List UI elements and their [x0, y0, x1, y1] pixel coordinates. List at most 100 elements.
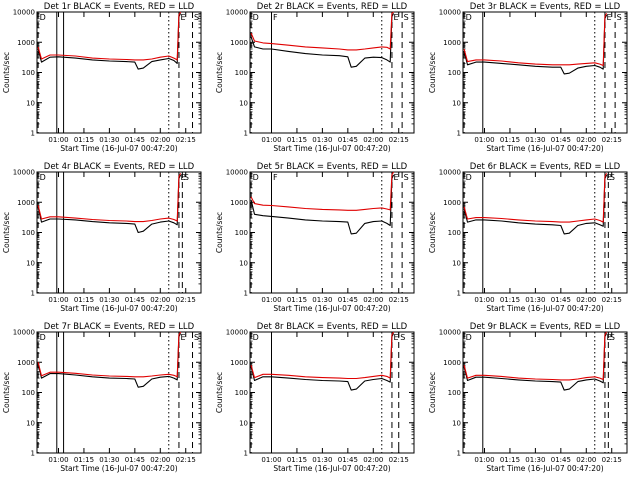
x-axis-label: Start Time (16-Jul-07 00:47:20)	[273, 144, 390, 153]
y-axis-label: Counts/sec	[428, 52, 437, 93]
chart-title: Det 1r BLACK = Events, RED = LLD	[44, 2, 195, 12]
chart-panel-6: Det 6r BLACK = Events, RED = LLD 1 10 100 10…	[428, 162, 628, 313]
x-axis-label: Start Time (16-Jul-07 00:47:20)	[60, 304, 177, 313]
y-tick-label: 1000	[443, 199, 461, 207]
x-tick-label: 01:00	[261, 296, 281, 304]
marker-label: D	[40, 333, 46, 342]
marker-label: E	[606, 13, 611, 22]
chart-panel-7: Det 7r BLACK = Events, RED = LLD 1 10 100 10…	[2, 322, 202, 473]
y-tick-label: 1	[31, 450, 35, 458]
x-tick-label: 01:30	[99, 296, 119, 304]
marker-label: S	[194, 333, 199, 342]
plot-frame	[36, 171, 202, 294]
y-tick-label: 1	[244, 290, 248, 298]
series-lld-line	[250, 11, 394, 51]
y-tick-label: 10000	[13, 169, 35, 177]
y-tick-label: 10	[452, 99, 461, 107]
y-axis-label: Counts/sec	[2, 212, 11, 253]
marker-label: E	[606, 173, 611, 182]
y-tick-label: 100	[448, 69, 461, 77]
y-tick-label: 10000	[226, 9, 248, 17]
series-lld-line	[37, 11, 182, 61]
x-tick-label: 01:00	[48, 456, 68, 464]
marker-label: D	[466, 333, 472, 342]
y-tick-label: 100	[22, 389, 35, 397]
x-axis-label: Start Time (16-Jul-07 00:47:20)	[273, 304, 390, 313]
y-tick-label: 1000	[17, 199, 35, 207]
y-tick-label: 1000	[230, 199, 248, 207]
x-tick-label: 01:00	[474, 296, 494, 304]
y-tick-label: 100	[235, 69, 248, 77]
x-axis-label: Start Time (16-Jul-07 00:47:20)	[486, 464, 603, 473]
y-tick-label: 10	[452, 259, 461, 267]
y-tick-label: 1	[244, 130, 248, 138]
x-tick-label: 01:15	[500, 296, 520, 304]
y-tick-label: 10	[26, 419, 35, 427]
series-lld-line	[37, 173, 182, 223]
x-tick-label: 02:15	[176, 296, 196, 304]
marker-label: S	[404, 13, 409, 22]
x-axis-label: Start Time (16-Jul-07 00:47:20)	[486, 304, 603, 313]
y-tick-label: 1	[244, 450, 248, 458]
chart-title: Det 6r BLACK = Events, RED = LLD	[470, 162, 621, 172]
y-tick-label: 1	[457, 130, 461, 138]
y-tick-label: 10	[239, 259, 248, 267]
x-tick-label: 01:00	[48, 136, 68, 144]
x-tick-label: 02:00	[576, 296, 596, 304]
chart-panel-3: Det 3r BLACK = Events, RED = LLD 1 10 100 10…	[428, 2, 628, 153]
x-tick-label: 02:15	[602, 296, 622, 304]
x-tick-label: 01:45	[551, 136, 571, 144]
series-events-line	[37, 174, 182, 234]
series-lld-line	[463, 13, 608, 67]
marker-label: S	[404, 173, 409, 182]
x-tick-label: 01:30	[525, 136, 545, 144]
marker-label: E	[393, 333, 398, 342]
y-axis-label: Counts/sec	[428, 212, 437, 253]
y-tick-label: 1000	[230, 359, 248, 367]
x-tick-label: 01:30	[312, 456, 332, 464]
marker-label: E	[180, 173, 185, 182]
x-tick-label: 02:15	[602, 456, 622, 464]
plot-frame	[462, 331, 628, 454]
y-tick-label: 100	[448, 389, 461, 397]
series-events-line	[463, 333, 608, 391]
x-tick-label: 01:15	[500, 136, 520, 144]
y-axis-label: Counts/sec	[2, 52, 11, 93]
x-tick-label: 01:00	[474, 456, 494, 464]
marker-label: S	[194, 13, 199, 22]
x-tick-label: 01:00	[261, 136, 281, 144]
x-tick-label: 01:45	[125, 456, 145, 464]
x-tick-label: 01:15	[287, 456, 307, 464]
y-tick-label: 100	[22, 69, 35, 77]
x-tick-label: 01:45	[125, 136, 145, 144]
x-tick-label: 02:00	[150, 136, 170, 144]
marker-label: S	[617, 13, 622, 22]
marker-label: D	[253, 333, 259, 342]
marker-label: S	[184, 173, 189, 182]
marker-label: E	[606, 333, 611, 342]
y-tick-label: 100	[22, 229, 35, 237]
x-tick-label: 02:15	[389, 456, 409, 464]
series-events-line	[250, 333, 395, 391]
y-tick-label: 1000	[17, 359, 35, 367]
y-tick-label: 10000	[439, 169, 461, 177]
x-tick-label: 01:30	[99, 456, 119, 464]
x-tick-label: 02:00	[363, 136, 383, 144]
chart-panel-9: Det 9r BLACK = Events, RED = LLD 1 10 100 10…	[428, 322, 628, 473]
marker-label: D	[466, 173, 472, 182]
y-tick-label: 10000	[439, 9, 461, 17]
x-tick-label: 01:45	[551, 296, 571, 304]
x-tick-label: 01:00	[261, 456, 281, 464]
chart-title: Det 3r BLACK = Events, RED = LLD	[470, 2, 621, 12]
x-tick-label: 01:30	[525, 456, 545, 464]
y-tick-label: 10	[239, 419, 248, 427]
series-events-line	[250, 174, 395, 235]
x-tick-label: 01:15	[287, 136, 307, 144]
marker-label: D	[40, 13, 46, 22]
x-tick-label: 01:45	[338, 296, 358, 304]
marker-label: D	[253, 173, 259, 182]
series-lld-line	[463, 173, 608, 223]
plot-frame	[36, 11, 202, 134]
y-tick-label: 10000	[226, 169, 248, 177]
